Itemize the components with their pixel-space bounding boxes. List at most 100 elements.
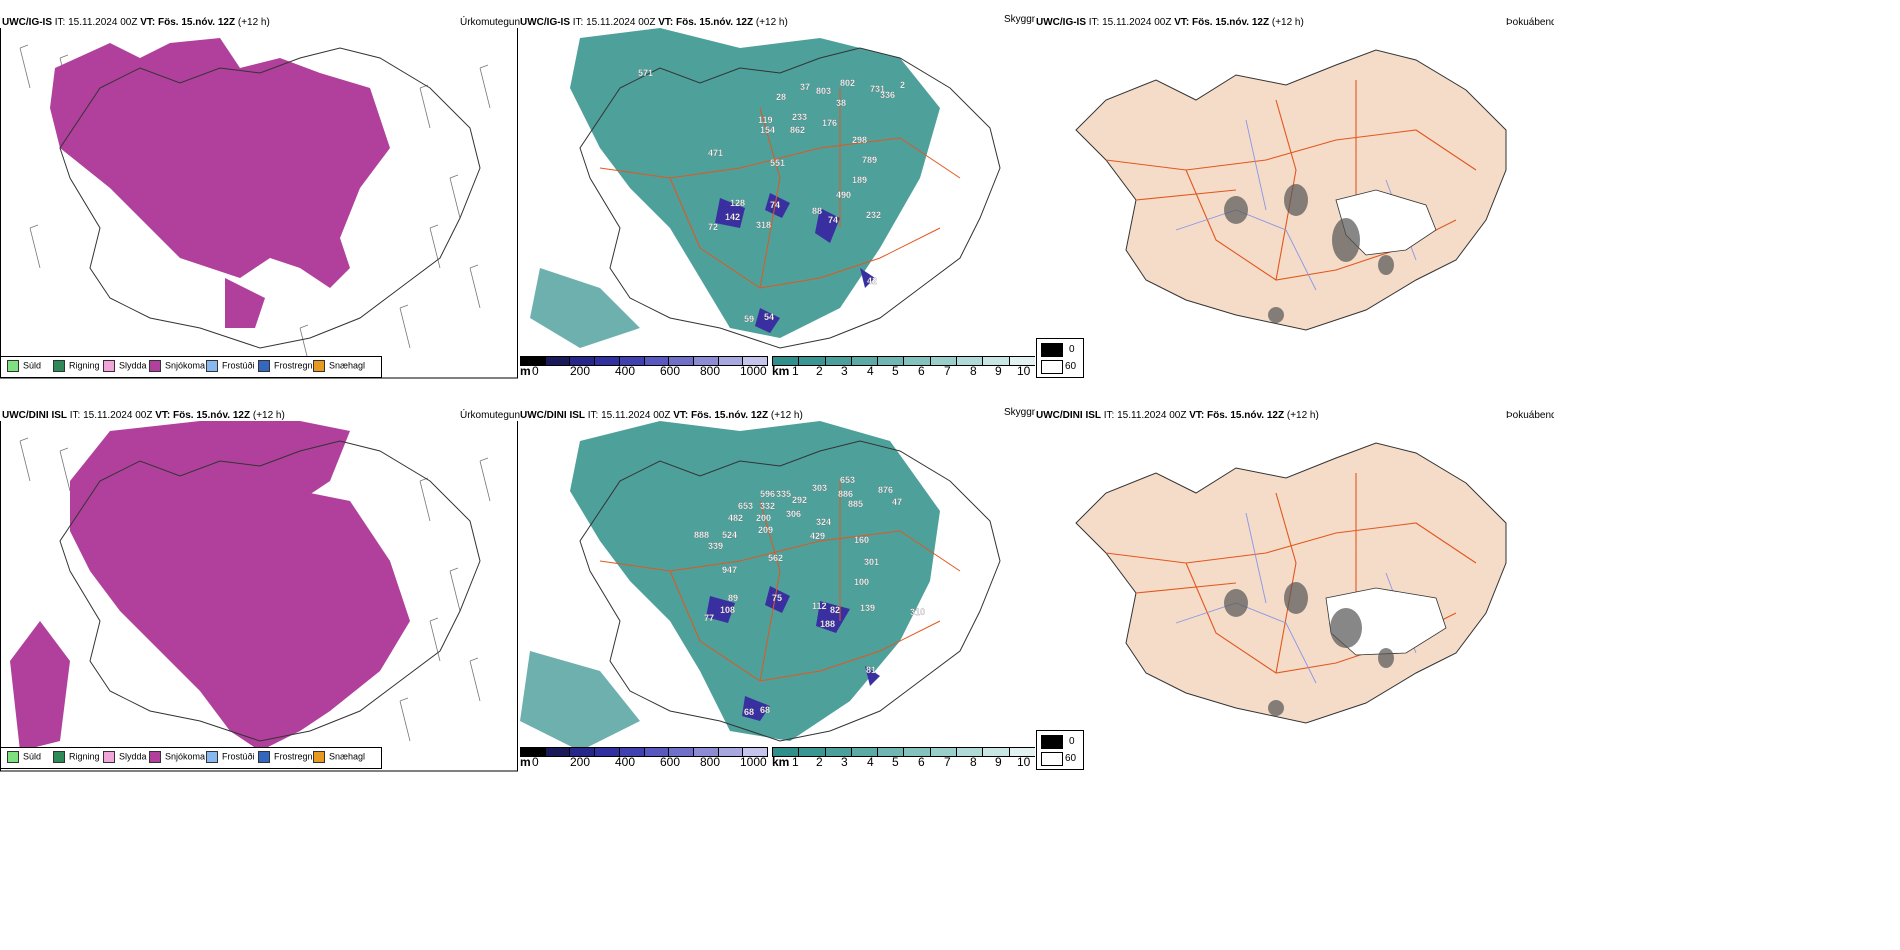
vis-label: 59 [744,314,754,324]
fog-value-0: 0 [1069,736,1075,747]
vis-label: 209 [758,525,773,535]
km-tick: 9 [995,755,1002,769]
legend-swatch [258,751,270,763]
vis-label: 119 [758,115,773,125]
vis-label: 803 [816,86,831,96]
km-tick: 5 [892,364,899,378]
row1-visibility-header: UWC/IG-IS IT: 15.11.2024 00Z VT: Fös. 15… [520,17,788,28]
km-tick: 5 [892,755,899,769]
visibility-labels: 653 482 596 332 335 292 303 653 886 885 … [694,475,925,717]
vis-label: 232 [866,210,881,220]
vis-label: 653 [738,501,753,511]
vis-label: 200 [756,513,771,523]
legend-item-slydda: Slydda [103,751,147,763]
row2-m-colorbar [520,747,768,757]
fog-dark-spots [1224,184,1394,323]
vis-label: 336 [880,90,895,100]
km-tick: 6 [918,364,925,378]
visibility-teal-area-2 [530,268,640,348]
vis-label: 802 [840,78,855,88]
m-tick: 400 [615,364,636,378]
vis-label: 142 [725,212,740,222]
row2-fog-legend: 0 60 [1036,730,1084,770]
vis-label: 885 [848,499,863,509]
row2-m-unit: m [520,755,531,769]
visibility-teal-area-2 [520,651,640,751]
row1-visibility-title: Skyggni [1004,14,1035,25]
snow-area-2 [225,278,265,328]
row1-precip-panel: UWC/IG-IS IT: 15.11.2024 00Z VT: Fös. 15… [0,0,520,380]
visibility-low-cloud [706,586,880,721]
vis-label: 38 [836,98,846,108]
road-network [1105,473,1477,674]
row1-km-colorbar [772,356,1035,366]
vis-label: 89 [728,593,738,603]
vis-label: 128 [730,198,745,208]
vis-label: 176 [822,118,837,128]
row2-fog-header: UWC/DINI ISL IT: 15.11.2024 00Z VT: Fös.… [1036,410,1319,421]
m-tick: 600 [660,755,681,769]
row2-km-colorbar [772,747,1035,757]
m-tick: 200 [570,364,591,378]
fog-swatch-black [1041,343,1063,357]
vis-label: 298 [852,135,867,145]
iceland-coast [579,47,1001,349]
vis-label: 42 [867,276,877,286]
legend-item-snjokoma: Snjókoma [149,360,205,372]
vis-label: 37 [800,82,810,92]
vis-label: 471 [708,148,723,158]
legend-item-slydda: Slydda [103,360,147,372]
km-tick: 2 [816,364,823,378]
km-tick: 6 [918,755,925,769]
row1-fog-map [1075,49,1507,331]
vis-label: 301 [864,557,879,567]
visibility-low-cloud [715,193,875,333]
iceland-coast [59,440,481,742]
legend-item-rigning: Rigning [53,751,100,763]
row2-fog-title: Þokuábendi [1506,410,1554,421]
vis-label: 596 [760,489,775,499]
vis-label: 324 [816,517,831,527]
km-tick: 3 [841,364,848,378]
row1-km-unit: km [772,364,790,378]
vis-label: 562 [768,553,783,563]
legend-swatch [149,751,161,763]
vis-label: 74 [770,200,780,210]
vis-label: 82 [830,605,840,615]
legend-swatch [258,360,270,372]
vis-label: 233 [792,112,807,122]
m-tick: 200 [570,755,591,769]
km-tick: 4 [867,755,874,769]
row2-visibility-map: 653 482 596 332 335 292 303 653 886 885 … [520,421,1001,751]
legend-swatch [7,751,19,763]
legend-item-sudl: Súld [7,360,41,372]
legend-item-snaehagl: Snæhagl [313,360,365,372]
vis-label: 332 [760,501,775,511]
vis-label: 68 [744,707,754,717]
legend-swatch [53,751,65,763]
row2-precip-title: Úrkomutegund [460,410,520,421]
road-network [599,481,961,682]
vis-label: 888 [694,530,709,540]
row2-fog-panel: UWC/DINI ISL IT: 15.11.2024 00Z VT: Fös.… [1036,395,1554,730]
row1-fog-panel: UWC/IG-IS IT: 15.11.2024 00Z VT: Fös. 15… [1036,0,1554,336]
fog-value-0: 0 [1069,344,1075,355]
legend-swatch [53,360,65,372]
row2-precip-panel: UWC/DINI ISL IT: 15.11.2024 00Z VT: Fös.… [0,395,520,773]
fog-value-60: 60 [1065,361,1077,372]
row2-visibility-panel: UWC/DINI ISL IT: 15.11.2024 00Z VT: Fös.… [520,395,1035,773]
legend-swatch [206,360,218,372]
vis-label: 551 [770,158,785,168]
row2-visibility-title: Skyggni [1004,407,1035,418]
vis-label: 81 [866,665,876,675]
vis-label: 789 [862,155,877,165]
vis-label: 47 [892,497,902,507]
vis-label: 72 [708,222,718,232]
km-tick: 1 [792,755,799,769]
km-tick: 7 [944,364,951,378]
m-tick: 800 [700,364,721,378]
road-network [1105,80,1477,281]
legend-item-frostregn: Frostregn [258,360,313,372]
legend-item-frostregn: Frostregn [258,751,313,763]
vis-label: 862 [790,125,805,135]
